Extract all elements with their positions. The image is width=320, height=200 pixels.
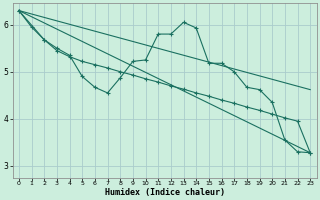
X-axis label: Humidex (Indice chaleur): Humidex (Indice chaleur) (105, 188, 225, 197)
